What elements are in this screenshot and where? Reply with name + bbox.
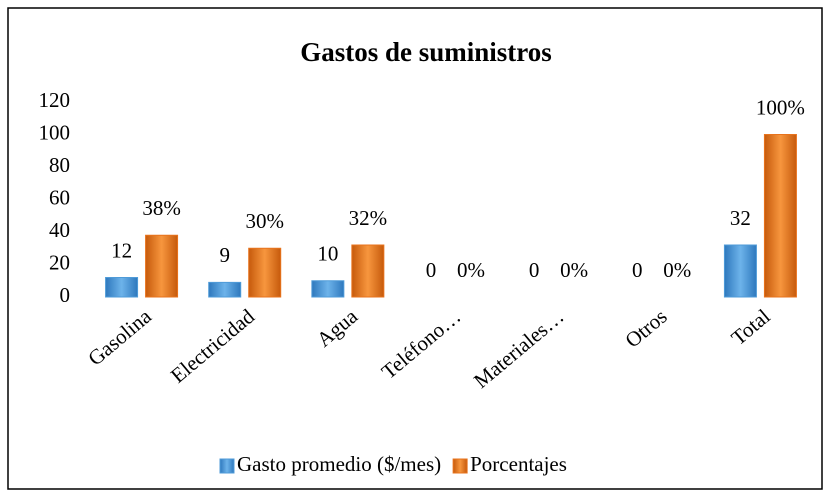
legend-swatch xyxy=(219,458,235,474)
data-label: 0 xyxy=(529,258,540,282)
data-label: 32% xyxy=(349,206,388,230)
legend-label: Porcentajes xyxy=(470,452,567,476)
data-label: 0 xyxy=(426,258,437,282)
data-label: 0 xyxy=(632,258,643,282)
y-tick-label: 120 xyxy=(39,88,71,112)
bar xyxy=(723,244,757,298)
bar xyxy=(208,281,242,298)
data-label: 38% xyxy=(142,196,181,220)
y-tick-label: 40 xyxy=(49,218,70,242)
y-tick-label: 20 xyxy=(49,250,70,274)
data-label: 30% xyxy=(245,209,284,233)
y-tick-label: 0 xyxy=(60,283,71,307)
chart-title: Gastos de suministros xyxy=(300,37,552,67)
frame xyxy=(7,7,823,490)
data-label: 0% xyxy=(560,258,588,282)
legend-label: Gasto promedio ($/mes) xyxy=(237,452,441,476)
legend-swatch xyxy=(452,458,468,474)
bar xyxy=(145,234,179,298)
bar xyxy=(248,247,282,298)
data-label: 9 xyxy=(219,243,230,267)
data-label: 0% xyxy=(457,258,485,282)
data-label: 32 xyxy=(730,206,751,230)
bar xyxy=(763,134,797,298)
y-tick-label: 100 xyxy=(39,120,71,144)
bar xyxy=(351,244,385,298)
data-label: 0% xyxy=(663,258,691,282)
data-label: 10 xyxy=(317,242,338,266)
data-label: 12 xyxy=(111,238,132,262)
y-tick-label: 80 xyxy=(49,153,70,177)
y-tick-label: 60 xyxy=(49,185,70,209)
bar xyxy=(105,277,139,298)
data-label: 100% xyxy=(756,95,805,119)
bar xyxy=(311,280,345,298)
